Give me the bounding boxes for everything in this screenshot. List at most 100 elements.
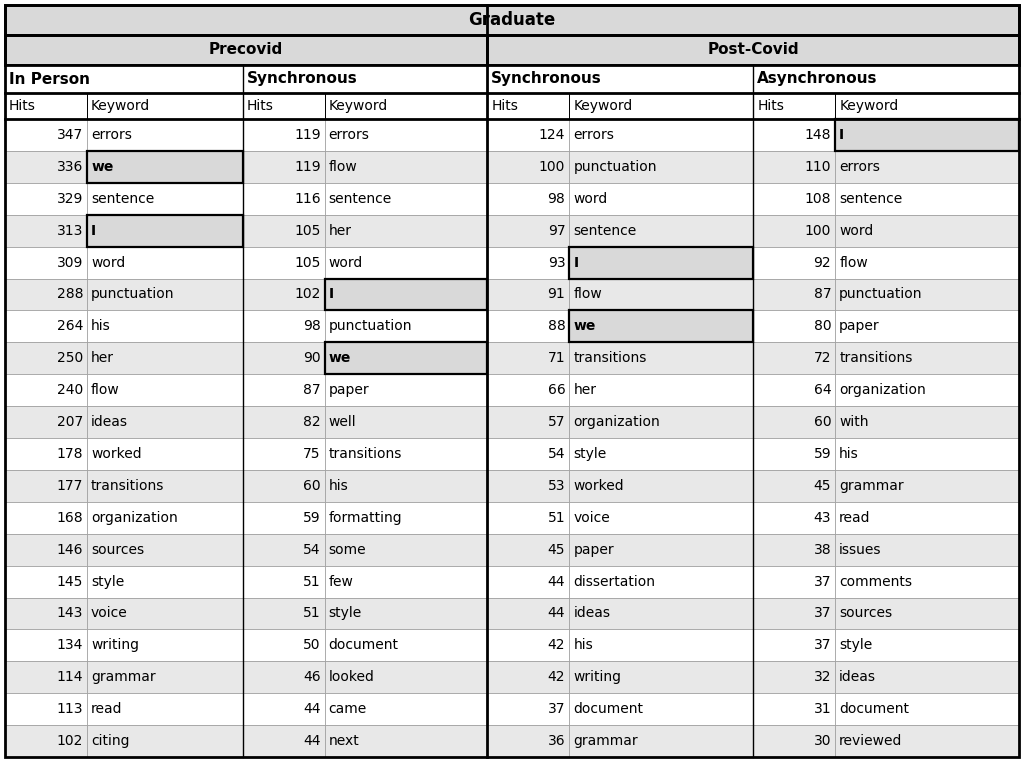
Text: 44: 44	[303, 734, 321, 748]
Bar	[243, 278, 325, 310]
Bar	[569, 119, 753, 151]
Text: 44: 44	[303, 702, 321, 716]
Text: 87: 87	[303, 383, 321, 397]
Text: read: read	[91, 702, 123, 716]
Bar	[87, 533, 243, 565]
Bar	[325, 693, 487, 725]
Text: 264: 264	[56, 319, 83, 333]
Text: 43: 43	[814, 511, 831, 525]
Bar	[836, 151, 1019, 183]
Bar	[243, 725, 325, 757]
Text: 42: 42	[548, 671, 565, 684]
Text: 51: 51	[303, 607, 321, 620]
Text: word: word	[329, 255, 362, 270]
Bar	[569, 247, 753, 278]
Bar	[5, 597, 87, 629]
Text: 50: 50	[303, 639, 321, 652]
Text: 42: 42	[548, 639, 565, 652]
Text: style: style	[573, 447, 606, 461]
Bar	[569, 693, 753, 725]
Text: 336: 336	[56, 160, 83, 174]
Bar	[487, 597, 569, 629]
Bar	[753, 278, 836, 310]
Text: 119: 119	[294, 160, 321, 174]
Bar	[243, 693, 325, 725]
Bar	[569, 565, 753, 597]
Bar	[836, 215, 1019, 247]
Text: punctuation: punctuation	[91, 287, 174, 302]
Bar	[5, 278, 87, 310]
Text: 110: 110	[805, 160, 831, 174]
Text: 102: 102	[294, 287, 321, 302]
Text: 143: 143	[56, 607, 83, 620]
Text: punctuation: punctuation	[839, 287, 923, 302]
Bar	[325, 342, 487, 374]
Bar	[87, 406, 243, 438]
Bar	[243, 565, 325, 597]
Text: 60: 60	[813, 415, 831, 429]
Bar	[569, 278, 753, 310]
Text: 54: 54	[303, 543, 321, 557]
Bar	[325, 278, 487, 310]
Bar	[243, 438, 325, 470]
Text: Hits: Hits	[757, 99, 784, 113]
Bar	[243, 533, 325, 565]
Bar	[569, 310, 753, 342]
Text: looked: looked	[329, 671, 375, 684]
Text: 288: 288	[56, 287, 83, 302]
Bar	[325, 661, 487, 693]
Text: errors: errors	[573, 128, 614, 142]
Text: 75: 75	[303, 447, 321, 461]
Bar	[569, 247, 753, 278]
Bar	[753, 438, 836, 470]
Text: 59: 59	[813, 447, 831, 461]
Text: errors: errors	[91, 128, 132, 142]
Bar	[487, 661, 569, 693]
Bar	[836, 533, 1019, 565]
Bar	[487, 565, 569, 597]
Bar	[5, 247, 87, 278]
Text: 113: 113	[56, 702, 83, 716]
Text: Keyword: Keyword	[329, 99, 388, 113]
Text: ideas: ideas	[91, 415, 128, 429]
Text: 97: 97	[548, 224, 565, 238]
Text: 146: 146	[56, 543, 83, 557]
Text: Graduate: Graduate	[468, 11, 556, 29]
Bar	[325, 215, 487, 247]
Bar	[753, 725, 836, 757]
Text: 59: 59	[303, 511, 321, 525]
Bar	[753, 93, 836, 119]
Text: 30: 30	[814, 734, 831, 748]
Text: next: next	[329, 734, 359, 748]
Text: we: we	[573, 319, 596, 333]
Bar	[569, 215, 753, 247]
Text: style: style	[839, 639, 872, 652]
Text: document: document	[329, 639, 398, 652]
Text: some: some	[329, 543, 367, 557]
Text: 119: 119	[294, 128, 321, 142]
Bar	[325, 406, 487, 438]
Text: 87: 87	[813, 287, 831, 302]
Bar	[487, 725, 569, 757]
Text: organization: organization	[91, 511, 178, 525]
Bar	[487, 215, 569, 247]
Text: I: I	[91, 224, 96, 238]
Bar	[836, 119, 1019, 151]
Text: writing: writing	[573, 671, 622, 684]
Bar	[325, 93, 487, 119]
Bar	[753, 533, 836, 565]
Bar	[569, 629, 753, 661]
Bar	[87, 93, 243, 119]
Bar	[243, 65, 487, 93]
Bar	[325, 151, 487, 183]
Text: In Person: In Person	[9, 72, 90, 87]
Bar	[325, 310, 487, 342]
Text: Asynchronous: Asynchronous	[757, 72, 878, 87]
Bar	[836, 119, 1019, 151]
Bar	[836, 502, 1019, 533]
Text: 82: 82	[303, 415, 321, 429]
Bar	[87, 151, 243, 183]
Bar	[836, 597, 1019, 629]
Bar	[325, 502, 487, 533]
Text: 88: 88	[548, 319, 565, 333]
